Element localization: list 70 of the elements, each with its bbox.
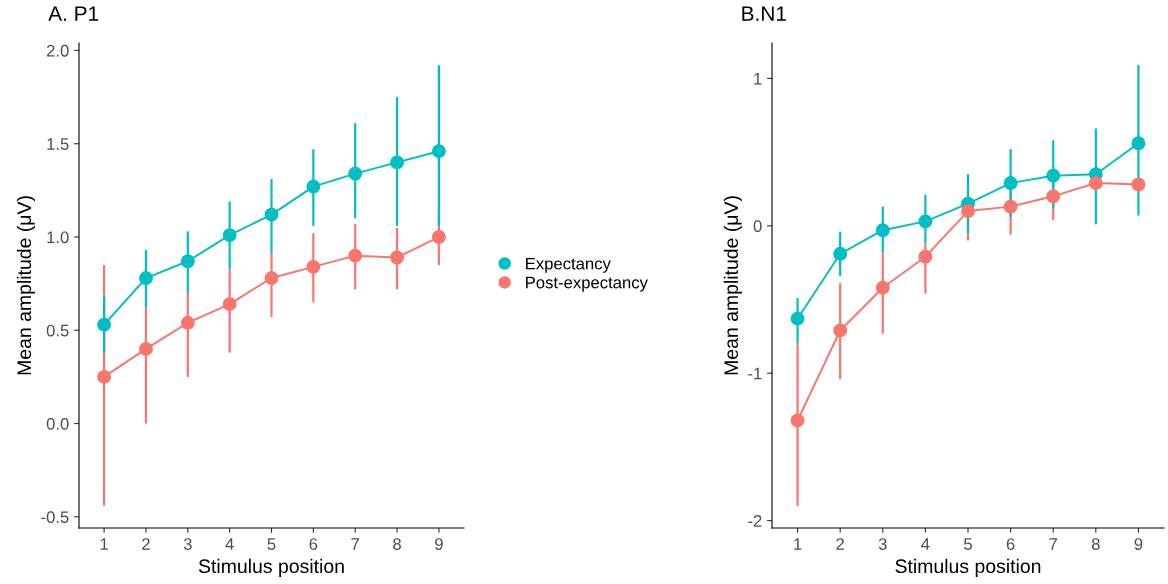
point: [1003, 199, 1018, 214]
point: [431, 230, 446, 244]
point: [222, 297, 237, 312]
legend-label: Expectancy: [526, 257, 611, 273]
x-axis-title: Stimulus position: [198, 558, 344, 577]
chart-title: B.N1: [742, 6, 786, 21]
point: [264, 207, 279, 222]
y-tick-label: -0.5: [41, 511, 69, 524]
point: [348, 166, 363, 181]
x-tick-label: 5: [964, 538, 972, 550]
point: [1131, 177, 1146, 192]
y-tick-label: 2.0: [46, 44, 69, 57]
legend-label: Post-expectancy: [526, 276, 648, 292]
x-tick-label: 6: [1006, 538, 1015, 550]
point: [139, 341, 153, 356]
x-tick-label: 5: [267, 538, 276, 550]
point: [390, 155, 404, 170]
point: [1003, 176, 1018, 190]
x-tick-label: 8: [1091, 538, 1100, 550]
point: [1088, 176, 1103, 190]
y-tick-label: 0.0: [46, 417, 69, 430]
x-axis-title: Stimulus position: [895, 558, 1041, 577]
point: [918, 214, 933, 229]
point: [431, 144, 446, 159]
point: [961, 204, 975, 218]
point: [1131, 136, 1146, 151]
point: [833, 323, 848, 338]
x-tick-label: 8: [393, 538, 401, 550]
x-tick-label: 3: [183, 538, 192, 550]
x-tick-label: 1: [794, 538, 802, 550]
point: [264, 271, 279, 285]
x-tick-label: 4: [225, 538, 234, 550]
y-tick-label: 1.5: [47, 138, 69, 150]
point: [918, 249, 933, 264]
point: [306, 179, 321, 194]
y-tick-label: 0: [753, 220, 762, 232]
point: [306, 259, 321, 274]
y-axis-title: Mean amplitude (μV): [723, 196, 742, 375]
point: [790, 311, 805, 326]
x-tick-label: 2: [836, 538, 844, 550]
x-tick-label: 2: [142, 538, 150, 550]
point: [1046, 189, 1061, 204]
x-tick-label: 4: [921, 538, 930, 550]
point: [833, 246, 848, 261]
point: [180, 315, 195, 330]
x-tick-label: 7: [351, 538, 359, 550]
point: [139, 271, 153, 285]
point: [180, 254, 195, 269]
x-tick-label: 6: [309, 538, 318, 550]
y-tick-label: 0.5: [46, 324, 69, 337]
x-tick-label: 1: [100, 538, 108, 550]
point: [390, 250, 404, 265]
y-tick-label: 1: [754, 72, 762, 85]
x-tick-label: 7: [1049, 538, 1058, 550]
point: [875, 223, 890, 238]
point: [222, 228, 237, 243]
point: [1046, 168, 1061, 183]
y-tick-label: -2: [748, 515, 762, 527]
chart-title: A. P1: [48, 6, 99, 21]
point: [790, 413, 805, 428]
y-tick-label: -1: [748, 367, 762, 380]
y-tick-label: 1.0: [47, 231, 69, 244]
y-axis-title: Mean amplitude (μV): [16, 196, 36, 375]
point: [97, 317, 112, 332]
point: [875, 280, 890, 295]
x-tick-label: 9: [435, 538, 443, 550]
point: [97, 369, 112, 384]
x-tick-label: 3: [878, 538, 887, 550]
x-tick-label: 9: [1134, 538, 1143, 550]
point: [348, 248, 363, 263]
